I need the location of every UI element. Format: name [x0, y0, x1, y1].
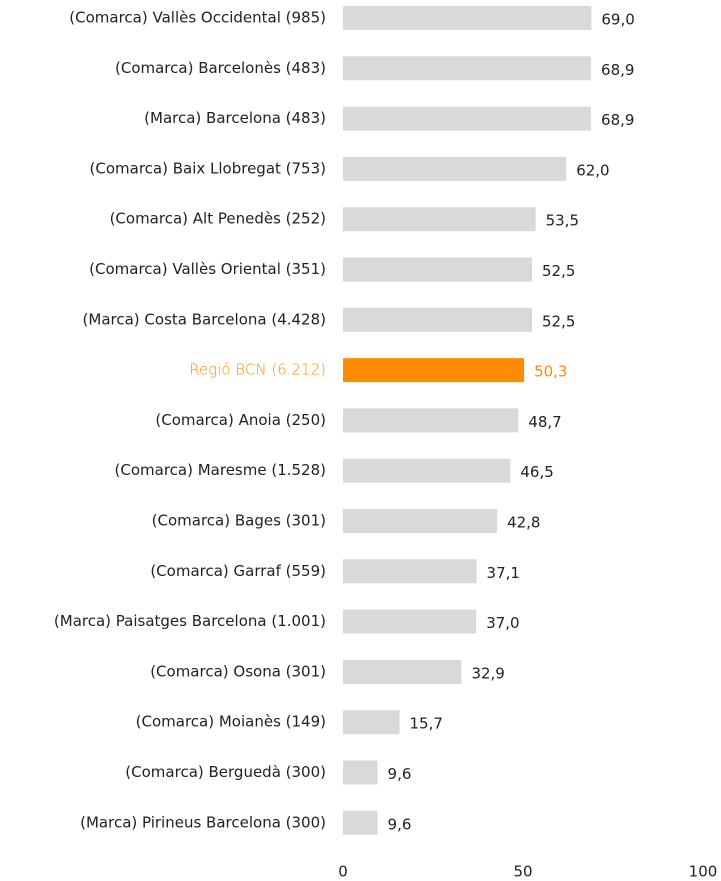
bar — [343, 710, 400, 735]
bar — [343, 458, 511, 483]
category-label: (Comarca) Baix Llobregat (753) — [90, 159, 326, 177]
value-label: 68,9 — [601, 111, 634, 129]
category-label: Regió BCN (6.212) — [189, 361, 326, 379]
bar — [343, 307, 532, 332]
bar — [343, 559, 477, 584]
category-label: (Marca) Barcelona (483) — [144, 109, 326, 127]
bar — [343, 509, 498, 533]
value-label: 32,9 — [471, 664, 504, 682]
value-label: 9,6 — [388, 765, 412, 783]
category-label: (Comarca) Alt Penedès (252) — [110, 210, 326, 228]
value-label: 62,0 — [576, 161, 609, 179]
value-label: 42,8 — [507, 514, 540, 532]
bar — [343, 106, 592, 131]
bar — [343, 408, 519, 433]
bar — [343, 56, 592, 81]
value-label: 15,7 — [410, 715, 443, 733]
bar — [343, 6, 592, 30]
category-label: (Comarca) Anoia (250) — [155, 411, 326, 429]
category-label: (Comarca) Osona (301) — [150, 662, 326, 680]
category-label: (Comarca) Barcelonès (483) — [115, 59, 326, 77]
bar — [343, 760, 378, 785]
category-label: (Comarca) Moianès (149) — [136, 713, 326, 731]
bar — [343, 358, 525, 383]
category-label: (Comarca) Bages (301) — [152, 512, 326, 530]
category-label: (Marca) Paisatges Barcelona (1.001) — [54, 612, 326, 630]
bar — [343, 156, 567, 181]
x-tick-label: 0 — [338, 863, 348, 881]
category-label: (Marca) Pirineus Barcelona (300) — [80, 813, 326, 831]
value-label: 52,5 — [542, 312, 575, 330]
bar — [343, 207, 536, 232]
category-label: (Comarca) Berguedà (300) — [125, 763, 326, 781]
category-label: (Comarca) Maresme (1.528) — [115, 461, 326, 479]
value-label: 37,1 — [487, 564, 520, 582]
value-label: 50,3 — [534, 363, 567, 381]
value-label: 37,0 — [486, 614, 519, 632]
bar — [343, 257, 532, 282]
bar — [343, 659, 462, 684]
value-label: 53,5 — [546, 212, 579, 230]
category-label: (Marca) Costa Barcelona (4.428) — [83, 310, 326, 328]
x-tick-label: 50 — [513, 863, 532, 881]
bar — [343, 810, 378, 835]
value-label: 52,5 — [542, 262, 575, 280]
value-label: 69,0 — [601, 11, 634, 29]
value-label: 68,9 — [601, 61, 634, 79]
category-label: (Comarca) Vallès Oriental (351) — [89, 260, 326, 278]
value-label: 46,5 — [520, 463, 553, 481]
category-label: (Comarca) Vallès Occidental (985) — [69, 9, 326, 27]
x-tick-label: 100 — [689, 863, 718, 881]
category-label: (Comarca) Garraf (559) — [150, 562, 326, 580]
value-label: 48,7 — [528, 413, 561, 431]
value-label: 9,6 — [388, 815, 412, 833]
bar — [343, 609, 477, 634]
